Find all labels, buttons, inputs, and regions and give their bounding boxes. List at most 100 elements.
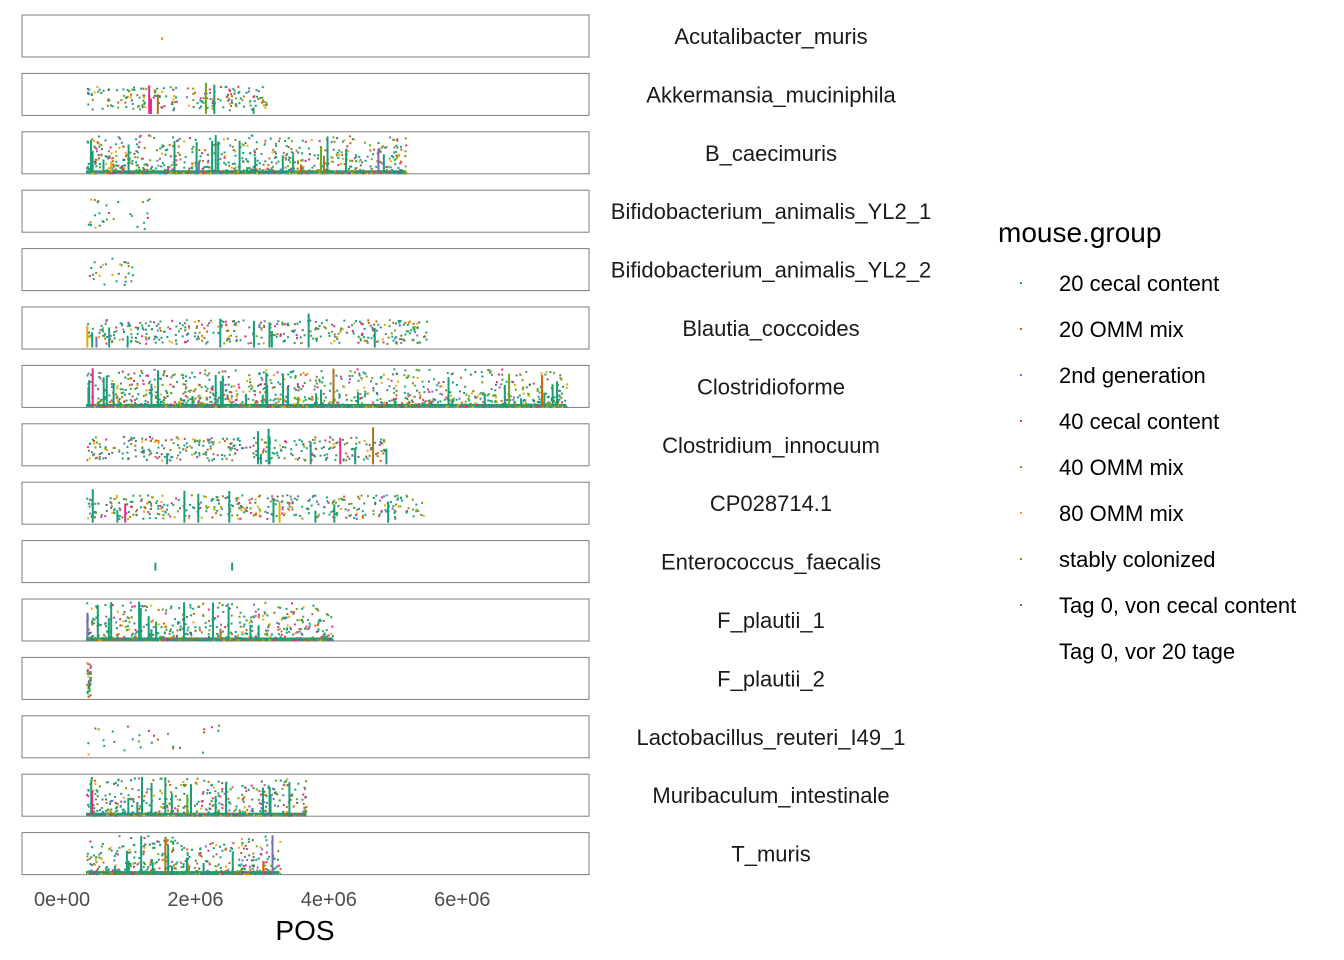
facet-F_plautii_1: F_plautii_1	[21, 598, 825, 642]
data-point	[354, 405, 357, 408]
data-point	[269, 326, 272, 329]
data-point	[132, 800, 135, 803]
data-point	[116, 633, 119, 636]
data-point	[165, 95, 168, 98]
data-point	[395, 336, 398, 339]
data-point	[235, 497, 238, 500]
data-point	[142, 99, 145, 102]
data-point	[269, 457, 272, 460]
data-point	[308, 627, 311, 630]
data-point	[89, 873, 92, 876]
data-point	[120, 638, 123, 641]
data-point	[232, 438, 235, 441]
data-point	[146, 502, 149, 505]
data-point	[217, 792, 220, 795]
data-point	[122, 328, 125, 331]
data-point	[88, 505, 91, 508]
data-point	[558, 394, 561, 397]
data-point	[304, 796, 307, 799]
data-point	[402, 323, 405, 326]
data-point	[253, 390, 256, 393]
data-point	[272, 812, 275, 815]
data-point	[146, 216, 149, 219]
data-point	[91, 846, 94, 849]
data-point	[124, 101, 127, 104]
data-point	[138, 342, 141, 345]
data-point	[345, 516, 348, 519]
data-point	[103, 744, 106, 747]
data-point	[370, 380, 373, 383]
data-point	[208, 166, 211, 169]
data-point	[94, 870, 97, 873]
data-point	[184, 860, 187, 863]
data-point	[88, 336, 91, 339]
data-point	[147, 448, 150, 451]
data-point	[186, 637, 189, 640]
data-point	[88, 88, 91, 91]
data-point	[175, 342, 178, 345]
data-point	[208, 629, 211, 632]
data-point	[96, 141, 99, 144]
data-point	[259, 809, 262, 812]
data-point	[245, 632, 248, 635]
data-point	[377, 323, 380, 326]
data-point	[186, 633, 189, 636]
data-point	[396, 494, 399, 497]
data-point	[160, 501, 163, 504]
data-point	[216, 632, 219, 635]
data-point	[404, 369, 407, 372]
data-point	[147, 835, 150, 838]
data-point	[86, 852, 89, 855]
data-point	[240, 447, 243, 450]
data-point	[356, 368, 359, 371]
data-point	[199, 155, 202, 158]
data-point	[265, 629, 268, 632]
data-point	[166, 639, 169, 642]
data-point	[104, 515, 107, 518]
data-point	[94, 146, 97, 149]
data-point	[411, 399, 414, 402]
data-point	[363, 339, 366, 342]
data-point	[191, 848, 194, 851]
data-point	[249, 501, 252, 504]
data-point	[361, 405, 364, 408]
data-point	[308, 625, 311, 628]
data-point	[124, 155, 127, 158]
data-point	[398, 171, 401, 174]
data-point	[206, 438, 209, 441]
data-point	[87, 870, 90, 873]
data-point	[104, 322, 107, 325]
data-point	[265, 101, 268, 104]
data-point	[163, 330, 166, 333]
data-point	[157, 323, 160, 326]
data-point	[285, 616, 288, 619]
data-point	[180, 402, 183, 405]
data-point	[238, 615, 241, 618]
data-point	[179, 398, 182, 401]
data-point	[134, 636, 137, 639]
data-point	[184, 329, 187, 332]
data-point	[169, 607, 172, 610]
data-point	[196, 338, 199, 341]
data-point	[127, 262, 130, 265]
data-point	[538, 404, 541, 407]
data-point	[165, 625, 168, 628]
data-point	[235, 103, 238, 106]
data-point	[131, 88, 134, 91]
data-point	[263, 325, 266, 328]
data-point	[92, 863, 95, 866]
data-point	[88, 167, 91, 170]
data-point	[367, 336, 370, 339]
data-point	[254, 635, 257, 638]
data-point	[223, 404, 226, 407]
data-point	[284, 166, 287, 169]
data-point	[431, 390, 434, 393]
data-point	[95, 798, 98, 801]
data-point	[295, 443, 298, 446]
data-point	[253, 153, 256, 156]
data-point	[119, 624, 122, 627]
data-point	[98, 853, 101, 856]
data-point	[142, 328, 145, 331]
data-point	[351, 159, 354, 162]
data-point	[175, 814, 178, 817]
